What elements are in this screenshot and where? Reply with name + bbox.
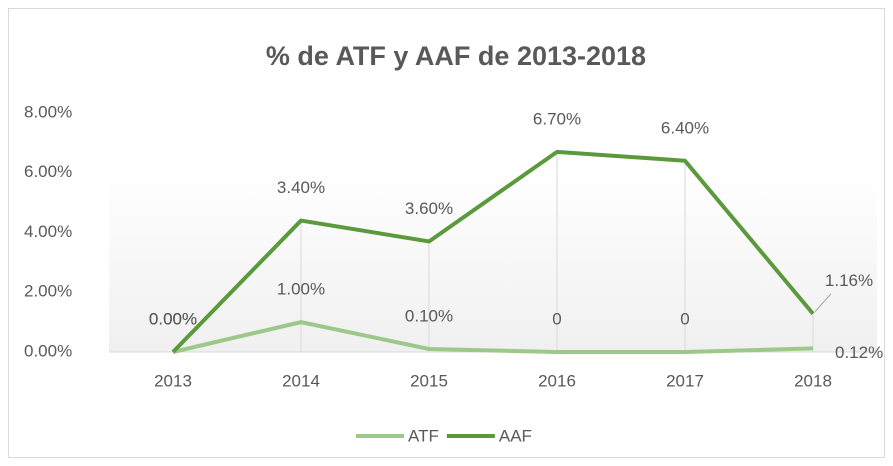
data-label: 3.60% [405, 199, 453, 218]
x-tick-label: 2018 [794, 371, 832, 390]
x-tick-label: 2015 [410, 371, 448, 390]
data-label: 3.40% [277, 178, 325, 197]
leader-line [814, 293, 832, 313]
x-tick-label: 2017 [666, 371, 704, 390]
legend-label: ATF [408, 426, 439, 445]
data-label: 1.16% [825, 271, 873, 290]
series-line [172, 320, 814, 354]
data-label: 0 [680, 309, 689, 328]
data-label: 1.00% [277, 280, 325, 299]
y-tick-label: 0.00% [24, 341, 72, 360]
data-label: 0.10% [405, 306, 453, 325]
y-tick-label: 8.00% [24, 102, 72, 121]
y-tick-label: 2.00% [24, 282, 72, 301]
data-label: 6.70% [533, 109, 581, 128]
x-tick-label: 2016 [538, 371, 576, 390]
y-tick-label: 4.00% [24, 222, 72, 241]
x-tick-label: 2013 [154, 371, 192, 390]
data-label: 0 [552, 309, 561, 328]
data-label: 0.00% [149, 309, 197, 328]
data-label: 6.40% [661, 118, 709, 137]
legend-label: AAF [499, 426, 532, 445]
data-label: 0.00% [149, 309, 197, 328]
chart-title: % de ATF y AAF de 2013-2018 [266, 41, 646, 71]
y-tick-label: 6.00% [24, 162, 72, 181]
series-line [171, 149, 815, 354]
plot-background [109, 170, 877, 352]
data-label: 0.12% [835, 343, 883, 362]
x-tick-label: 2014 [282, 371, 320, 390]
